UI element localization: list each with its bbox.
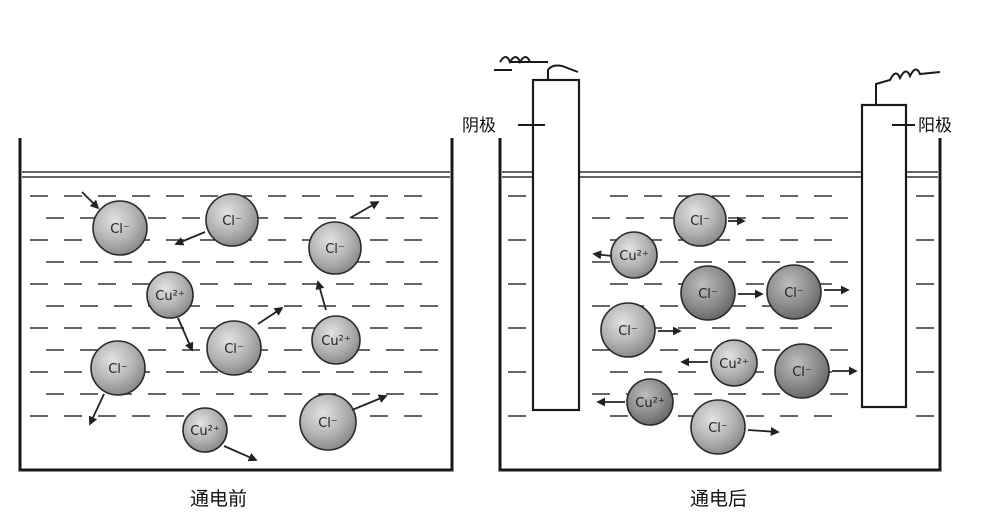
svg-text:Cl⁻: Cl⁻ xyxy=(318,416,338,431)
ion-copper: Cu²⁺ xyxy=(311,280,361,365)
cathode-electrode xyxy=(494,56,581,412)
svg-text:Cu²⁺: Cu²⁺ xyxy=(190,424,219,439)
svg-text:Cl⁻: Cl⁻ xyxy=(222,214,242,229)
svg-text:Cu²⁺: Cu²⁺ xyxy=(155,289,184,304)
svg-text:Cl⁻: Cl⁻ xyxy=(792,365,812,380)
svg-text:Cu²⁺: Cu²⁺ xyxy=(719,357,748,372)
ion-chloride: Cl⁻ xyxy=(680,265,764,321)
ion-chloride: Cl⁻ xyxy=(206,307,284,376)
anode-electrode xyxy=(860,68,941,409)
ion-chloride: Cl⁻ xyxy=(174,193,259,247)
svg-text:Cl⁻: Cl⁻ xyxy=(708,421,728,436)
caption-before: 通电前 xyxy=(190,488,247,510)
ions-before: Cl⁻ Cl⁻ Cl⁻ Cu²⁺ Cu²⁺ Cl⁻ Cl⁻ Cu²⁺ Cl⁻ xyxy=(81,191,388,462)
svg-text:Cl⁻: Cl⁻ xyxy=(110,222,130,237)
ion-chloride: Cl⁻ xyxy=(673,193,746,247)
ion-copper: Cu²⁺ xyxy=(182,407,258,462)
svg-text:Cu²⁺: Cu²⁺ xyxy=(321,334,350,349)
ion-copper: Cu²⁺ xyxy=(146,271,194,352)
ions-after: Cl⁻ Cu²⁺ Cl⁻ Cl⁻ Cl⁻ Cu²⁺ Cl⁻ Cu²⁺ Cl⁻ xyxy=(592,193,858,455)
ion-chloride: Cl⁻ xyxy=(88,340,146,426)
svg-text:Cl⁻: Cl⁻ xyxy=(224,342,244,357)
ion-chloride: Cl⁻ xyxy=(299,393,388,451)
svg-text:Cl⁻: Cl⁻ xyxy=(618,324,638,339)
ion-copper: Cu²⁺ xyxy=(592,231,658,279)
liquid-dashes-before xyxy=(30,195,438,417)
liquid-surface-before xyxy=(22,171,450,178)
svg-text:Cl⁻: Cl⁻ xyxy=(698,287,718,302)
caption-after: 通电后 xyxy=(690,488,747,510)
ion-chloride: Cl⁻ xyxy=(690,399,780,455)
ion-copper: Cu²⁺ xyxy=(680,339,758,387)
anode-label: 阳极 xyxy=(918,116,952,136)
svg-text:Cu²⁺: Cu²⁺ xyxy=(635,396,664,411)
svg-text:Cl⁻: Cl⁻ xyxy=(108,362,128,377)
ion-chloride: Cl⁻ xyxy=(308,201,380,275)
ion-copper: Cu²⁺ xyxy=(596,378,674,426)
beaker-before xyxy=(18,138,454,472)
svg-text:Cl⁻: Cl⁻ xyxy=(784,286,804,301)
ion-chloride: Cl⁻ xyxy=(774,343,858,399)
ion-chloride: Cl⁻ xyxy=(81,191,148,256)
cathode-label: 阴极 xyxy=(462,116,496,136)
svg-text:Cl⁻: Cl⁻ xyxy=(690,214,710,229)
ion-chloride: Cl⁻ xyxy=(600,302,682,358)
svg-text:Cu²⁺: Cu²⁺ xyxy=(619,249,648,264)
svg-text:Cl⁻: Cl⁻ xyxy=(325,242,345,257)
ion-chloride: Cl⁻ xyxy=(766,264,850,320)
